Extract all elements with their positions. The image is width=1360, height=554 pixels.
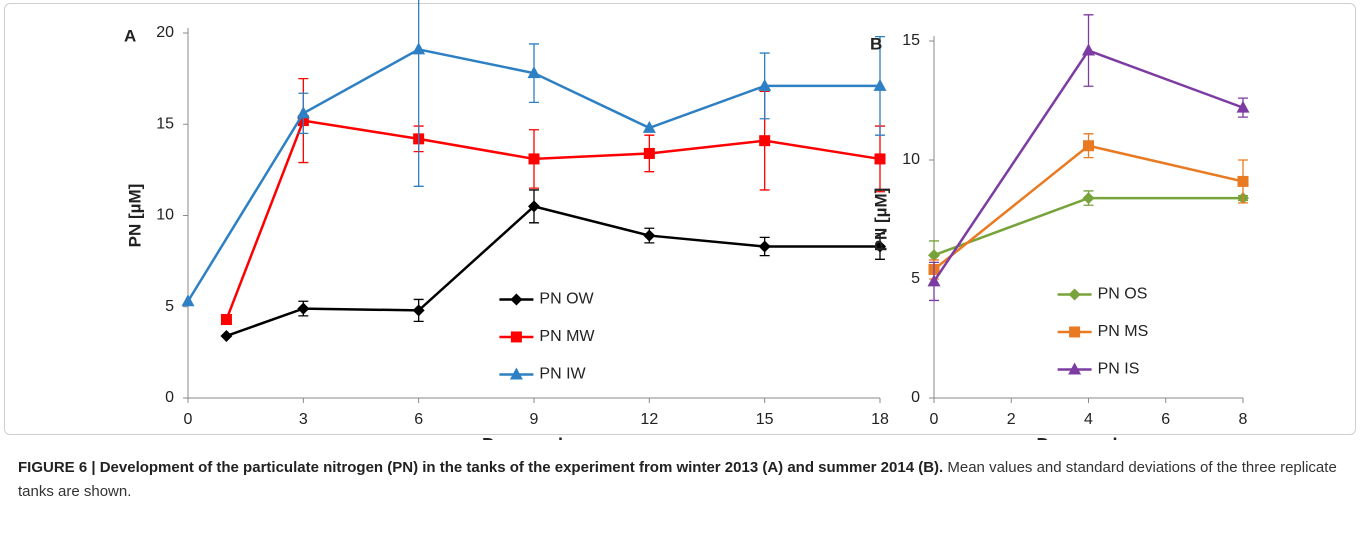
legend-label: PN OW [539, 291, 594, 308]
y-tick-label: 15 [902, 32, 920, 49]
x-tick-label: 12 [640, 411, 658, 428]
y-tick-label: 10 [156, 207, 174, 224]
marker [927, 274, 941, 287]
series-line [933, 144, 1244, 271]
marker [873, 78, 887, 91]
marker [643, 147, 655, 159]
legend-label: PN MS [1098, 323, 1149, 340]
marker [643, 229, 656, 242]
caption-text: Mean values and standard deviations of t… [18, 459, 1337, 500]
x-tick-label: 2 [1007, 411, 1016, 428]
marker [1082, 192, 1095, 205]
y-tick-label: 0 [165, 389, 174, 406]
marker [642, 120, 656, 133]
y-tick-label: 20 [156, 24, 174, 41]
marker [1068, 362, 1082, 375]
figure-frame [4, 3, 1356, 435]
x-tick-label: 9 [530, 411, 539, 428]
legend-label: PN OS [1098, 286, 1148, 303]
x-tick-label: 3 [299, 411, 308, 428]
x-tick-label: 8 [1239, 411, 1248, 428]
legend-label: PN IW [539, 366, 586, 383]
marker [1237, 175, 1249, 187]
marker [528, 200, 540, 213]
marker [928, 249, 940, 262]
marker [527, 66, 541, 79]
x-tick-label: 15 [756, 411, 774, 428]
marker [412, 42, 426, 55]
marker [758, 240, 771, 253]
marker [510, 293, 523, 306]
y-tick-label: 5 [165, 298, 174, 315]
chart: A051015200369121518Day numberPN [µM]PN O… [124, 0, 1250, 440]
marker [510, 331, 522, 343]
y-tick-label: 0 [911, 389, 920, 406]
marker [759, 135, 771, 147]
marker [758, 78, 772, 91]
marker [296, 106, 310, 119]
marker [1236, 100, 1250, 113]
marker [1068, 288, 1081, 301]
marker [220, 314, 232, 326]
x-tick-label: 0 [184, 411, 193, 428]
error-bar [413, 0, 424, 187]
marker [528, 153, 540, 165]
caption: FIGURE 6 | Development of the particulat… [18, 456, 1338, 504]
y-tick-label: 15 [156, 115, 174, 132]
marker [412, 304, 425, 317]
x-tick-label: 6 [1161, 411, 1170, 428]
marker [509, 367, 523, 380]
caption-heading: FIGURE 6 | Development of the particulat… [18, 459, 944, 476]
legend-label: PN MW [539, 328, 595, 345]
marker [874, 153, 886, 165]
marker [1082, 43, 1095, 56]
x-tick-label: 0 [930, 411, 939, 428]
panel-label: B [870, 34, 882, 53]
x-axis-title: Day number [1036, 435, 1140, 440]
marker [220, 329, 233, 342]
panel-label: A [124, 26, 136, 45]
y-axis-title: PN [µM] [871, 188, 890, 252]
series-line [933, 196, 1243, 257]
y-tick-label: 10 [902, 151, 920, 168]
series-line [226, 204, 880, 338]
x-tick-label: 6 [414, 411, 423, 428]
marker [874, 240, 886, 253]
marker [1069, 326, 1081, 338]
x-axis-title: Day number [482, 435, 586, 440]
marker [297, 302, 310, 315]
y-axis-title: PN [µM] [125, 184, 144, 248]
marker [181, 294, 195, 307]
x-tick-label: 18 [871, 411, 889, 428]
x-tick-label: 4 [1084, 411, 1093, 428]
y-tick-label: 5 [911, 270, 920, 287]
legend-label: PN IS [1098, 361, 1140, 378]
marker [1083, 140, 1094, 152]
